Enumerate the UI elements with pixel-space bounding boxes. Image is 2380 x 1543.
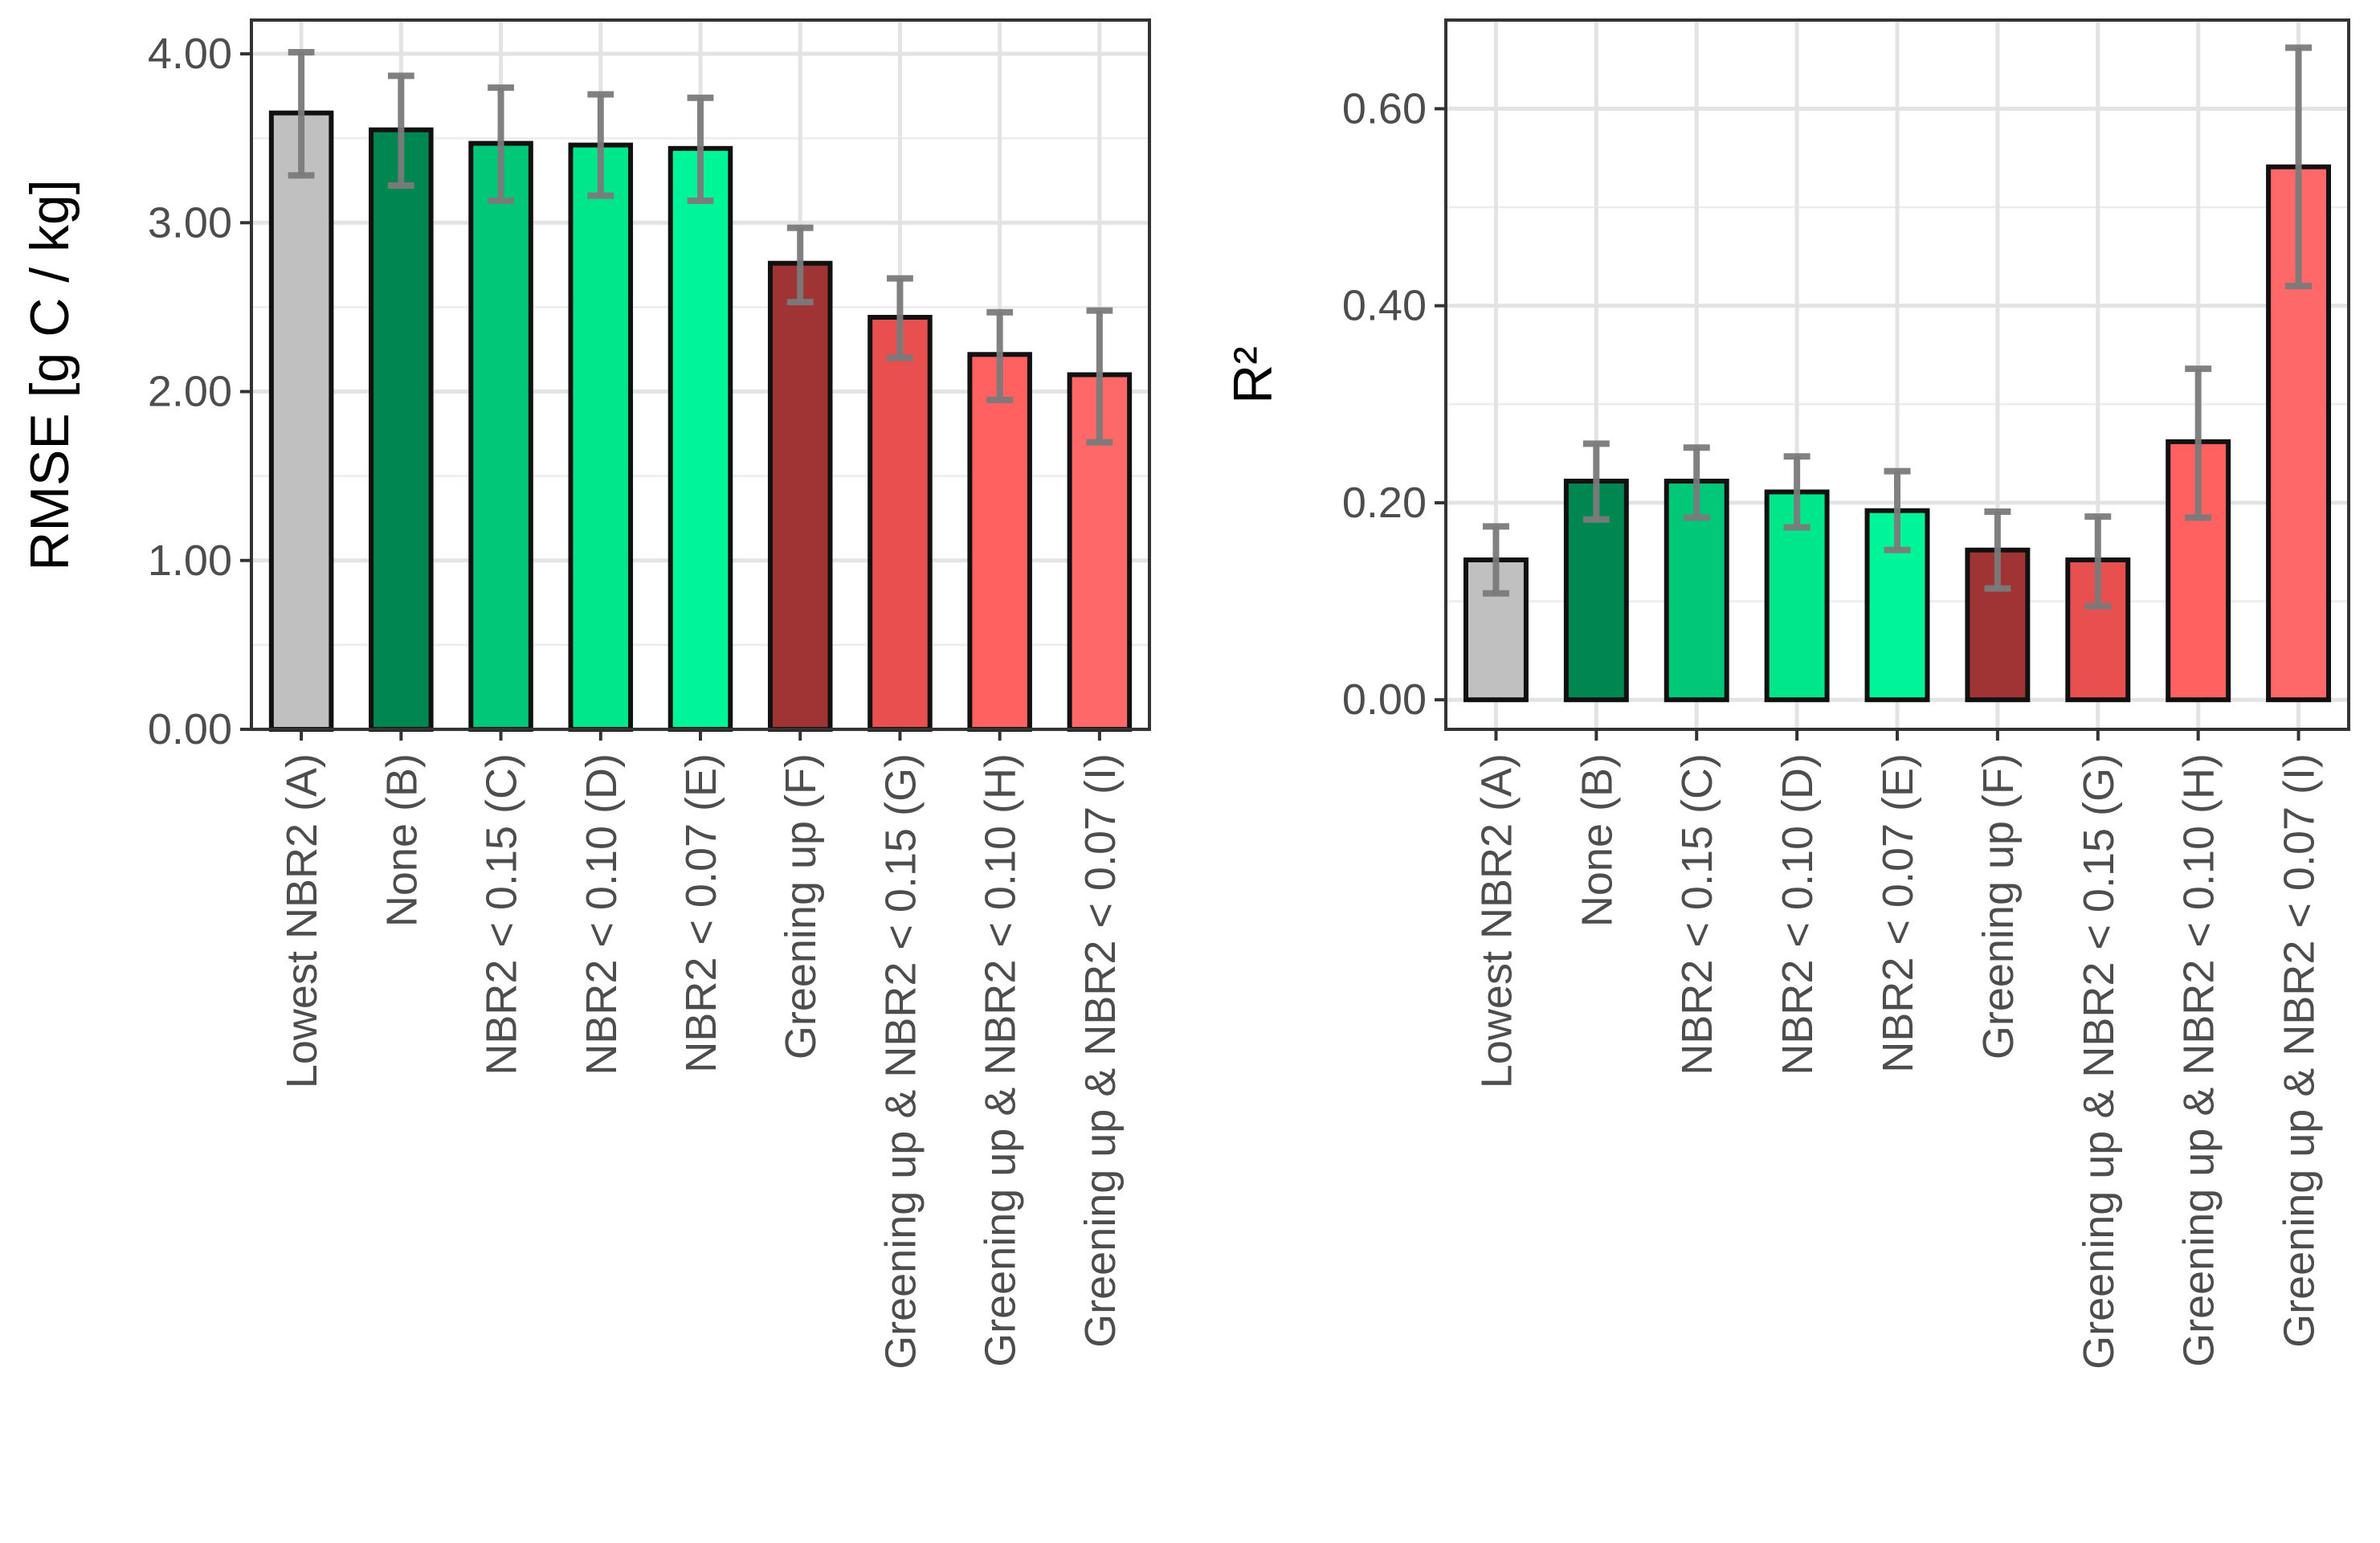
bar-c: [468, 141, 533, 732]
x-tick-label-c: NBR2 < 0.15 (C): [478, 753, 526, 1076]
error-bar-b: [1582, 440, 1610, 523]
error-bar-d: [587, 91, 614, 199]
y-tick-label: 1.00: [148, 537, 232, 585]
y-axis-title: R²: [1223, 346, 1284, 404]
error-bar-d: [1783, 453, 1811, 531]
x-tick-label-b: None (B): [378, 753, 426, 927]
error-bar-b: [387, 72, 414, 190]
chart-panel-2: 0.00 0.20 0.40 0.60 Lowest NBR2 (A) None (B) N…: [1223, 18, 2350, 1370]
error-bar-h: [986, 308, 1014, 404]
x-tick-label-i: Greening up & NBR2 < 0.07 (I): [1076, 753, 1125, 1348]
x-tick-label-f: Greening up (F): [1974, 753, 2023, 1059]
x-tick-label-f: Greening up (F): [777, 753, 825, 1059]
y-tick-label: 0.00: [1342, 676, 1427, 724]
x-tick-label-i: Greening up & NBR2 < 0.07 (I): [2276, 753, 2324, 1348]
error-bar-g: [887, 275, 913, 361]
x-tick-label-c: NBR2 < 0.15 (C): [1673, 753, 1721, 1076]
bar-f: [767, 260, 833, 732]
bar-d: [568, 142, 634, 733]
error-bar-e: [687, 94, 714, 204]
error-bar-f: [1984, 508, 2011, 592]
x-tick-label-d: NBR2 < 0.10 (D): [1774, 753, 1822, 1076]
x-tick-label-g: Greening up & NBR2 < 0.15 (G): [876, 753, 925, 1370]
error-bar-a: [288, 48, 315, 179]
x-tick-label-h: Greening up & NBR2 < 0.10 (H): [977, 753, 1025, 1367]
y-tick-label: 2.00: [148, 368, 232, 416]
y-tick-label: 0.40: [1342, 282, 1427, 330]
x-tick-label-h: Greening up & NBR2 < 0.10 (H): [2175, 753, 2223, 1367]
y-tick-label: 3.00: [148, 198, 232, 247]
x-tick-label-e: NBR2 < 0.07 (E): [677, 753, 725, 1073]
y-tick-label: 4.00: [148, 30, 232, 78]
bar-b: [369, 127, 434, 732]
y-tick-label: 0.20: [1342, 479, 1427, 527]
x-tick-label-a: Lowest NBR2 (A): [278, 753, 326, 1088]
y-tick-label: 0.60: [1342, 84, 1427, 133]
x-tick-label-g: Greening up & NBR2 < 0.15 (G): [2075, 753, 2123, 1370]
error-bar-g: [2084, 513, 2112, 610]
error-bar-f: [786, 224, 814, 306]
error-bar-c: [488, 84, 514, 204]
x-tick-label-a: Lowest NBR2 (A): [1472, 753, 1521, 1088]
bar-e: [667, 145, 733, 732]
x-tick-label-d: NBR2 < 0.10 (D): [578, 753, 626, 1076]
bar-a: [268, 110, 334, 732]
error-bar-i: [2285, 44, 2313, 290]
y-tick-label: 0.00: [148, 705, 232, 753]
error-bar-a: [1482, 523, 1509, 597]
error-bar-h: [2185, 365, 2212, 521]
x-tick-label-e: NBR2 < 0.07 (E): [1874, 753, 1922, 1073]
error-bar-e: [1884, 467, 1911, 553]
chart-panel-1: 0.00 1.00 2.00 3.00 4.00 Lowest NBR2 (A) None …: [19, 18, 1151, 1370]
x-tick-label-b: None (B): [1573, 753, 1621, 927]
error-bar-c: [1683, 444, 1710, 521]
y-axis-title: RMSE [g C / kg]: [19, 179, 80, 570]
bar-g: [867, 315, 933, 732]
error-bar-i: [1086, 307, 1113, 446]
bar-h: [967, 352, 1032, 732]
